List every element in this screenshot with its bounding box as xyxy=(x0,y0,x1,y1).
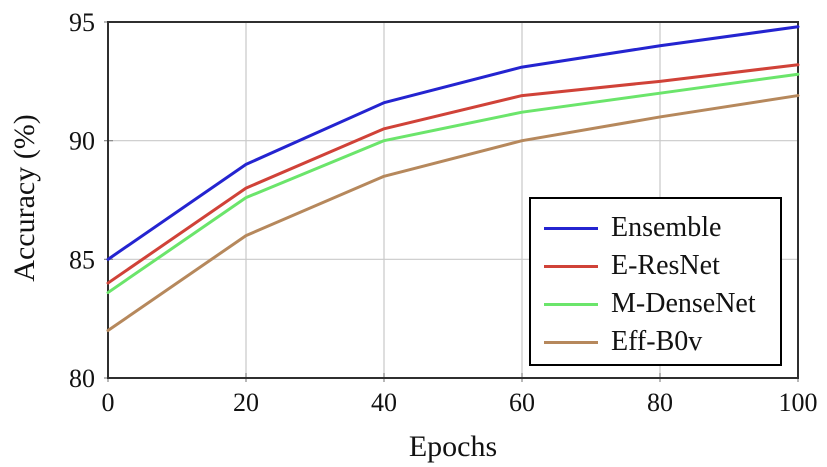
legend-label: Eff-B0v xyxy=(611,326,703,357)
x-tick-label: 100 xyxy=(779,388,818,417)
legend-item-ensemble: Ensemble xyxy=(531,209,780,247)
y-axis-label: Accuracy (%) xyxy=(8,114,41,282)
legend-label: Ensemble xyxy=(611,212,722,243)
legend: Ensemble E-ResNet M-DenseNet Eff-B0v xyxy=(529,197,782,366)
legend-line-swatch-icon xyxy=(544,226,598,230)
x-tick-label: 40 xyxy=(371,388,397,417)
legend-item-m-densenet: M-DenseNet xyxy=(531,285,780,323)
x-tick-label: 20 xyxy=(233,388,259,417)
x-tick-label: 80 xyxy=(647,388,673,417)
x-axis-label: Epochs xyxy=(408,430,498,463)
x-tick-label: 60 xyxy=(509,388,535,417)
legend-line-swatch-icon xyxy=(544,340,598,344)
legend-item-e-resnet: E-ResNet xyxy=(531,247,780,285)
legend-line-swatch-icon xyxy=(544,264,598,268)
series-line-eff-b0v xyxy=(106,94,800,333)
x-tick-label: 0 xyxy=(102,388,115,417)
legend-item-eff-b0v: Eff-B0v xyxy=(531,323,780,361)
y-tick-label: 80 xyxy=(69,364,95,393)
series-line-e-resnet xyxy=(106,63,800,285)
y-tick-label: 85 xyxy=(69,245,95,274)
legend-label: M-DenseNet xyxy=(611,288,756,319)
legend-line-swatch-icon xyxy=(544,302,598,306)
legend-label: E-ResNet xyxy=(611,250,720,281)
y-tick-label: 90 xyxy=(69,127,95,156)
y-tick-label: 95 xyxy=(69,8,95,37)
series-line-m-densenet xyxy=(106,72,800,295)
plot-border xyxy=(107,21,799,379)
series-line-ensemble xyxy=(106,25,800,261)
